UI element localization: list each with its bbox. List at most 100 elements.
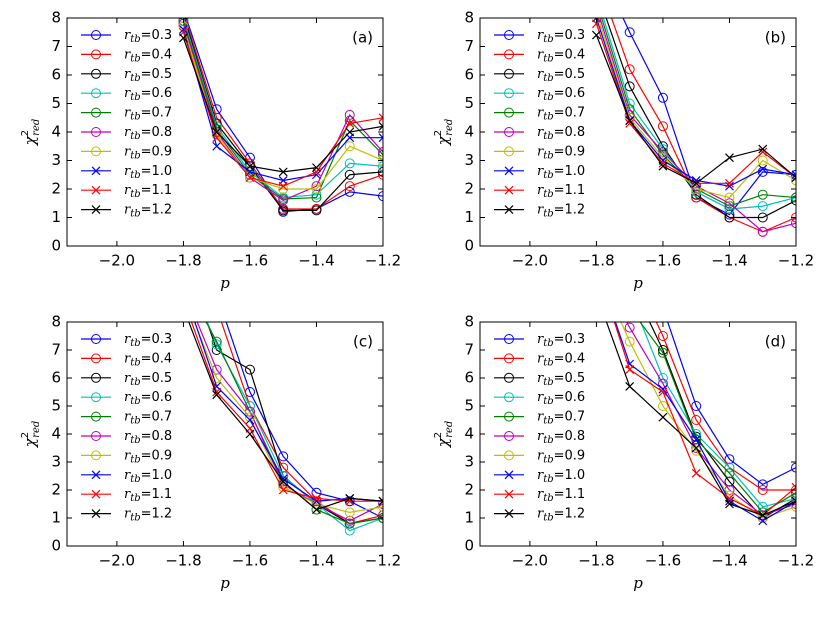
marker — [378, 501, 383, 512]
series-line — [655, 322, 796, 491]
marker — [657, 92, 668, 103]
marker — [791, 493, 796, 504]
marker — [625, 119, 635, 128]
y-axis-label: χ2red — [433, 119, 455, 147]
series-line — [625, 322, 796, 516]
marker — [658, 412, 668, 422]
marker — [378, 121, 383, 131]
marker — [791, 462, 796, 473]
marker — [625, 381, 635, 391]
y-tick-label: 8 — [464, 313, 474, 331]
x-axis-label: p — [220, 574, 230, 592]
panel-label: (d) — [765, 333, 786, 351]
marker — [278, 482, 289, 493]
legend-label: rtb=0.4 — [124, 351, 172, 368]
marker — [691, 445, 702, 456]
series-line — [182, 29, 383, 182]
marker — [344, 507, 355, 518]
marker — [345, 127, 355, 137]
series-line — [667, 322, 796, 486]
legend-marker — [91, 334, 101, 344]
legend-marker — [91, 470, 101, 480]
series-line — [640, 322, 796, 508]
legend-marker — [504, 205, 514, 215]
legend-label: rtb=0.5 — [537, 66, 585, 83]
marker — [311, 487, 322, 498]
marker — [657, 331, 668, 341]
marker — [378, 133, 383, 143]
marker — [344, 141, 355, 152]
marker — [378, 191, 383, 202]
y-axis-label: χ2red — [20, 421, 42, 449]
marker — [278, 485, 288, 495]
marker — [592, 290, 600, 298]
legend-marker — [91, 107, 101, 118]
x-tick-label: −1.2 — [365, 252, 401, 270]
marker — [592, 178, 601, 187]
marker — [625, 304, 634, 313]
marker — [757, 226, 768, 237]
marker — [211, 336, 222, 347]
y-tick-label: 2 — [464, 180, 474, 198]
legend-label: rtb=0.4 — [124, 47, 172, 64]
legend-marker — [91, 353, 101, 364]
marker — [312, 167, 321, 177]
marker — [591, 19, 601, 29]
legend-marker — [91, 205, 101, 215]
legend-marker — [91, 166, 101, 176]
legend-label: rtb=1.2 — [537, 506, 585, 523]
marker — [378, 169, 383, 180]
marker — [757, 155, 768, 166]
marker — [378, 113, 383, 123]
marker — [278, 195, 289, 206]
legend-label: rtb=1.0 — [537, 467, 585, 484]
marker — [278, 477, 288, 487]
plot-area — [591, 18, 796, 237]
marker — [312, 163, 321, 173]
legend-marker — [91, 489, 101, 499]
y-tick-label: 0 — [464, 537, 474, 555]
legend-marker — [504, 68, 514, 79]
marker — [625, 234, 634, 243]
legend: rtb=0.3 rtb=0.4 rtb=0.5 rtb=0.6 rtb=0.7 rtb=0… — [81, 28, 172, 219]
axes-frame — [66, 17, 384, 247]
series-line — [183, 18, 383, 211]
marker — [311, 181, 322, 192]
y-tick-label: 1 — [51, 509, 61, 527]
marker — [179, 206, 188, 215]
legend-marker — [91, 509, 101, 519]
marker — [791, 192, 796, 203]
marker — [657, 345, 668, 355]
x-tick-label: −1.4 — [298, 552, 334, 570]
y-tick-label: 0 — [464, 237, 474, 255]
legend-label: rtb=0.5 — [124, 66, 172, 83]
plot-area — [179, 206, 383, 536]
series-line — [190, 322, 383, 502]
y-axis-label: χ2red — [433, 421, 455, 449]
legend-label: rtb=0.9 — [537, 144, 585, 161]
x-tick-label: −1.4 — [711, 552, 747, 570]
marker — [311, 504, 322, 515]
legend-label: rtb=1.0 — [537, 163, 585, 180]
x-tick-label: −1.2 — [778, 552, 814, 570]
marker — [344, 109, 355, 120]
legend-marker — [504, 49, 514, 60]
legend-marker — [91, 450, 101, 461]
marker — [791, 487, 796, 498]
legend: rtb=0.3 rtb=0.4 rtb=0.5 rtb=0.6 rtb=0.7 rtb=0… — [494, 332, 585, 523]
marker — [757, 485, 768, 495]
y-tick-label: 4 — [51, 123, 61, 141]
x-tick-label: −1.8 — [578, 252, 614, 270]
legend-marker — [504, 334, 514, 344]
legend-label: rtb=0.3 — [124, 332, 172, 349]
marker — [212, 304, 221, 313]
y-tick-label: 6 — [51, 66, 61, 84]
marker — [791, 195, 796, 206]
marker — [179, 284, 187, 292]
series-line — [605, 18, 796, 219]
marker — [344, 525, 355, 536]
legend: rtb=0.3 rtb=0.4 rtb=0.5 rtb=0.6 rtb=0.7 rtb=0… — [81, 332, 172, 523]
marker — [179, 290, 188, 299]
x-tick-label: −2.0 — [512, 552, 548, 570]
x-tick-label: −1.8 — [165, 252, 201, 270]
